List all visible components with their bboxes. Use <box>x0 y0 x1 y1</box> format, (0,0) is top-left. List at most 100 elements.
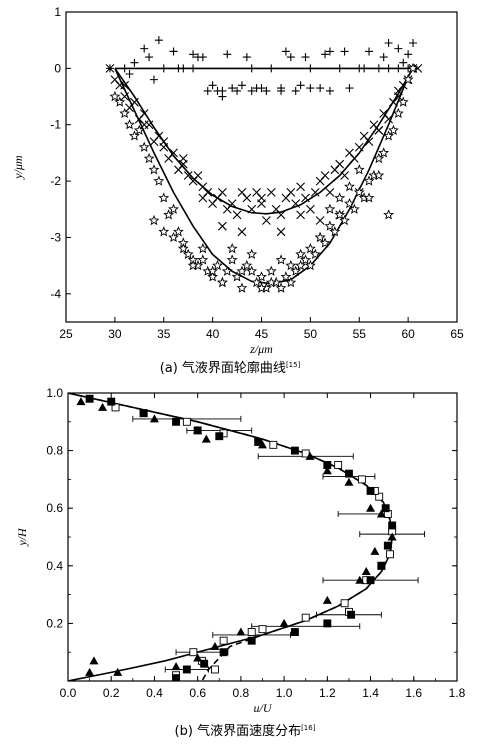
y-tick-label: -3 <box>50 230 61 244</box>
data-point <box>329 226 341 237</box>
data-point <box>361 567 371 576</box>
data-point <box>168 203 179 214</box>
data-point <box>107 397 116 406</box>
data-point <box>290 265 302 276</box>
data-point <box>386 550 394 559</box>
data-point <box>339 214 351 226</box>
data-point <box>169 47 178 56</box>
data-point <box>236 627 246 636</box>
data-point <box>228 84 237 93</box>
x-tick-label: 0.6 <box>189 686 206 700</box>
data-point <box>153 175 165 186</box>
plot-area <box>68 393 426 681</box>
data-point <box>316 84 325 93</box>
data-point <box>407 62 419 73</box>
data-point <box>168 231 179 243</box>
data-point <box>218 86 227 95</box>
data-point <box>379 53 388 62</box>
data-point <box>203 86 212 95</box>
data-point <box>120 80 130 90</box>
data-point <box>140 44 149 53</box>
data-point <box>340 47 349 56</box>
data-point <box>291 86 300 95</box>
x-tick-label: 1.0 <box>276 686 293 700</box>
data-point <box>189 648 198 657</box>
data-point <box>252 84 261 93</box>
data-point <box>373 152 385 164</box>
data-point <box>143 152 155 164</box>
data-point <box>276 210 286 220</box>
data-point <box>384 114 393 124</box>
fit-curve <box>68 393 394 681</box>
data-point <box>340 599 349 608</box>
fit-curve <box>114 67 414 215</box>
data-point <box>172 674 181 681</box>
data-point <box>211 665 219 674</box>
data-point <box>319 237 331 248</box>
data-point <box>285 276 297 288</box>
data-point <box>247 628 256 636</box>
data-point <box>295 259 307 271</box>
data-point <box>148 164 160 175</box>
data-point <box>207 265 219 276</box>
data-point <box>290 628 299 636</box>
data-point <box>393 107 404 119</box>
data-point <box>301 613 310 622</box>
data-point <box>187 259 199 271</box>
data-point <box>384 64 393 73</box>
data-point <box>85 667 95 676</box>
data-point <box>370 546 380 555</box>
data-point <box>174 64 183 73</box>
data-point <box>200 659 209 668</box>
data-point <box>182 417 191 426</box>
data-point <box>383 130 395 141</box>
data-point <box>261 216 271 225</box>
data-point <box>291 199 301 209</box>
data-point <box>119 107 130 119</box>
data-point <box>300 254 311 265</box>
data-point <box>349 154 359 163</box>
data-point <box>189 64 198 73</box>
panel-b-caption: (b) 气液界面速度分布[16] <box>175 723 316 739</box>
data-point <box>219 648 228 657</box>
data-point <box>305 204 315 214</box>
data-point <box>265 265 277 276</box>
data-point <box>237 81 246 90</box>
data-point <box>305 451 315 460</box>
data-point <box>353 186 365 197</box>
data-point <box>233 86 242 95</box>
data-point <box>301 193 310 203</box>
data-point <box>347 610 356 619</box>
data-point <box>219 636 228 645</box>
data-point <box>383 209 395 220</box>
y-tick-label: 0 <box>54 61 61 75</box>
x-tick-label: 0.2 <box>103 686 120 700</box>
data-point <box>388 521 397 530</box>
data-point <box>163 209 175 220</box>
data-point <box>286 187 296 197</box>
series-cross <box>105 63 423 237</box>
data-point <box>125 70 134 78</box>
x-tick-label: 50 <box>304 327 318 341</box>
series-square-filled <box>85 394 397 681</box>
data-point <box>114 96 126 107</box>
data-point <box>223 50 232 59</box>
data-point <box>394 44 403 53</box>
series-plus <box>105 36 418 101</box>
data-point <box>256 282 267 293</box>
data-point <box>323 619 332 628</box>
data-point <box>335 64 344 73</box>
data-point <box>251 276 263 288</box>
data-point <box>258 440 267 449</box>
y-tick-label: 1 <box>54 5 61 19</box>
y-tick-label: 0.4 <box>46 559 63 573</box>
data-point <box>335 159 345 169</box>
data-point <box>277 86 286 95</box>
data-point <box>286 53 295 62</box>
data-point <box>275 254 287 265</box>
data-point <box>258 625 267 634</box>
data-point <box>159 137 169 147</box>
plot-frame <box>67 392 458 682</box>
y-tick-label: 0.2 <box>46 616 63 630</box>
data-point <box>133 124 145 135</box>
